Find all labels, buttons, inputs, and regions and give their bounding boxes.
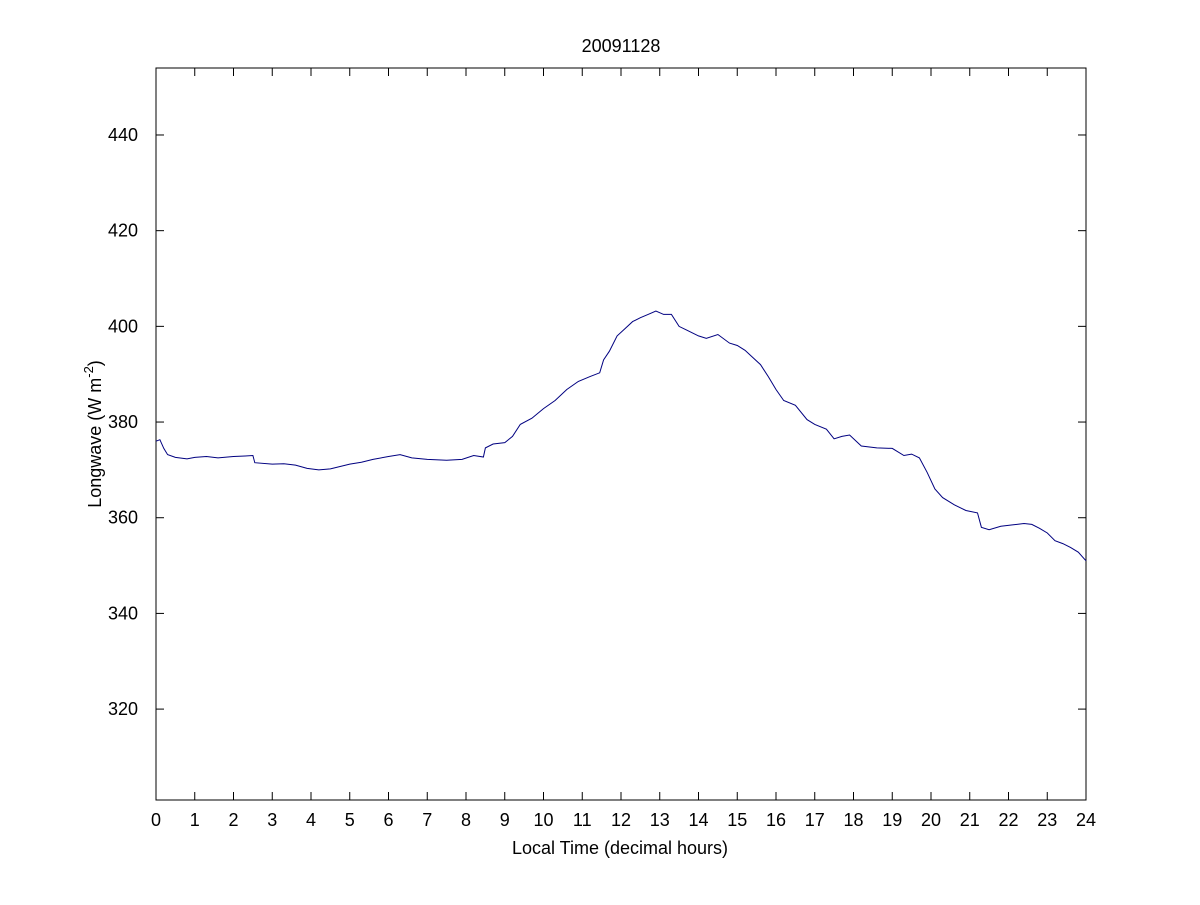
- y-axis-title-close: ): [85, 360, 105, 366]
- y-tick-label: 360: [108, 508, 138, 528]
- axis-ticks: [155, 68, 1087, 800]
- x-tick-label: 16: [766, 810, 786, 830]
- x-tick-label: 18: [843, 810, 863, 830]
- x-tick-label: 15: [727, 810, 747, 830]
- x-tick-label: 2: [228, 810, 238, 830]
- x-tick-label: 1: [190, 810, 200, 830]
- y-axis-title-main: Longwave (W m: [85, 378, 105, 508]
- x-tick-label: 4: [306, 810, 316, 830]
- y-tick-label: 400: [108, 316, 138, 336]
- y-axis-title: Longwave (W m-2): [81, 360, 105, 508]
- x-tick-label: 7: [422, 810, 432, 830]
- x-tick-label: 5: [345, 810, 355, 830]
- y-tick-label: 340: [108, 603, 138, 623]
- x-tick-label: 6: [383, 810, 393, 830]
- x-tick-label: 20: [921, 810, 941, 830]
- plot-area-frame: [155, 67, 1087, 801]
- x-tick-label: 14: [688, 810, 708, 830]
- x-tick-label: 23: [1037, 810, 1057, 830]
- y-tick-label: 440: [108, 125, 138, 145]
- y-tick-label: 320: [108, 699, 138, 719]
- x-tick-label: 13: [650, 810, 670, 830]
- x-tick-label: 21: [960, 810, 980, 830]
- x-tick-label: 0: [151, 810, 161, 830]
- y-tick-label: 380: [108, 412, 138, 432]
- x-tick-label: 8: [461, 810, 471, 830]
- x-tick-label: 11: [573, 810, 592, 830]
- x-tick-label: 19: [882, 810, 902, 830]
- x-tick-label: 24: [1076, 810, 1096, 830]
- x-axis-title: Local Time (decimal hours): [512, 838, 728, 858]
- x-tick-label: 9: [500, 810, 510, 830]
- y-tick-label: 420: [108, 221, 138, 241]
- x-tick-label: 22: [998, 810, 1018, 830]
- axis-tick-labels: 0 1 2 3 4 5 6 7 8 9 10 11 12 13 14 15 16 17 18 19 20 21 22 23 24…: [108, 125, 1096, 830]
- x-tick-label: 12: [611, 810, 631, 830]
- longwave-series-line: [155, 310, 1087, 562]
- x-tick-label: 10: [533, 810, 553, 830]
- y-axis-title-superscript: -2: [81, 366, 96, 378]
- x-tick-label: 17: [805, 810, 825, 830]
- chart-title: 20091128: [582, 36, 661, 56]
- x-tick-label: 3: [267, 810, 277, 830]
